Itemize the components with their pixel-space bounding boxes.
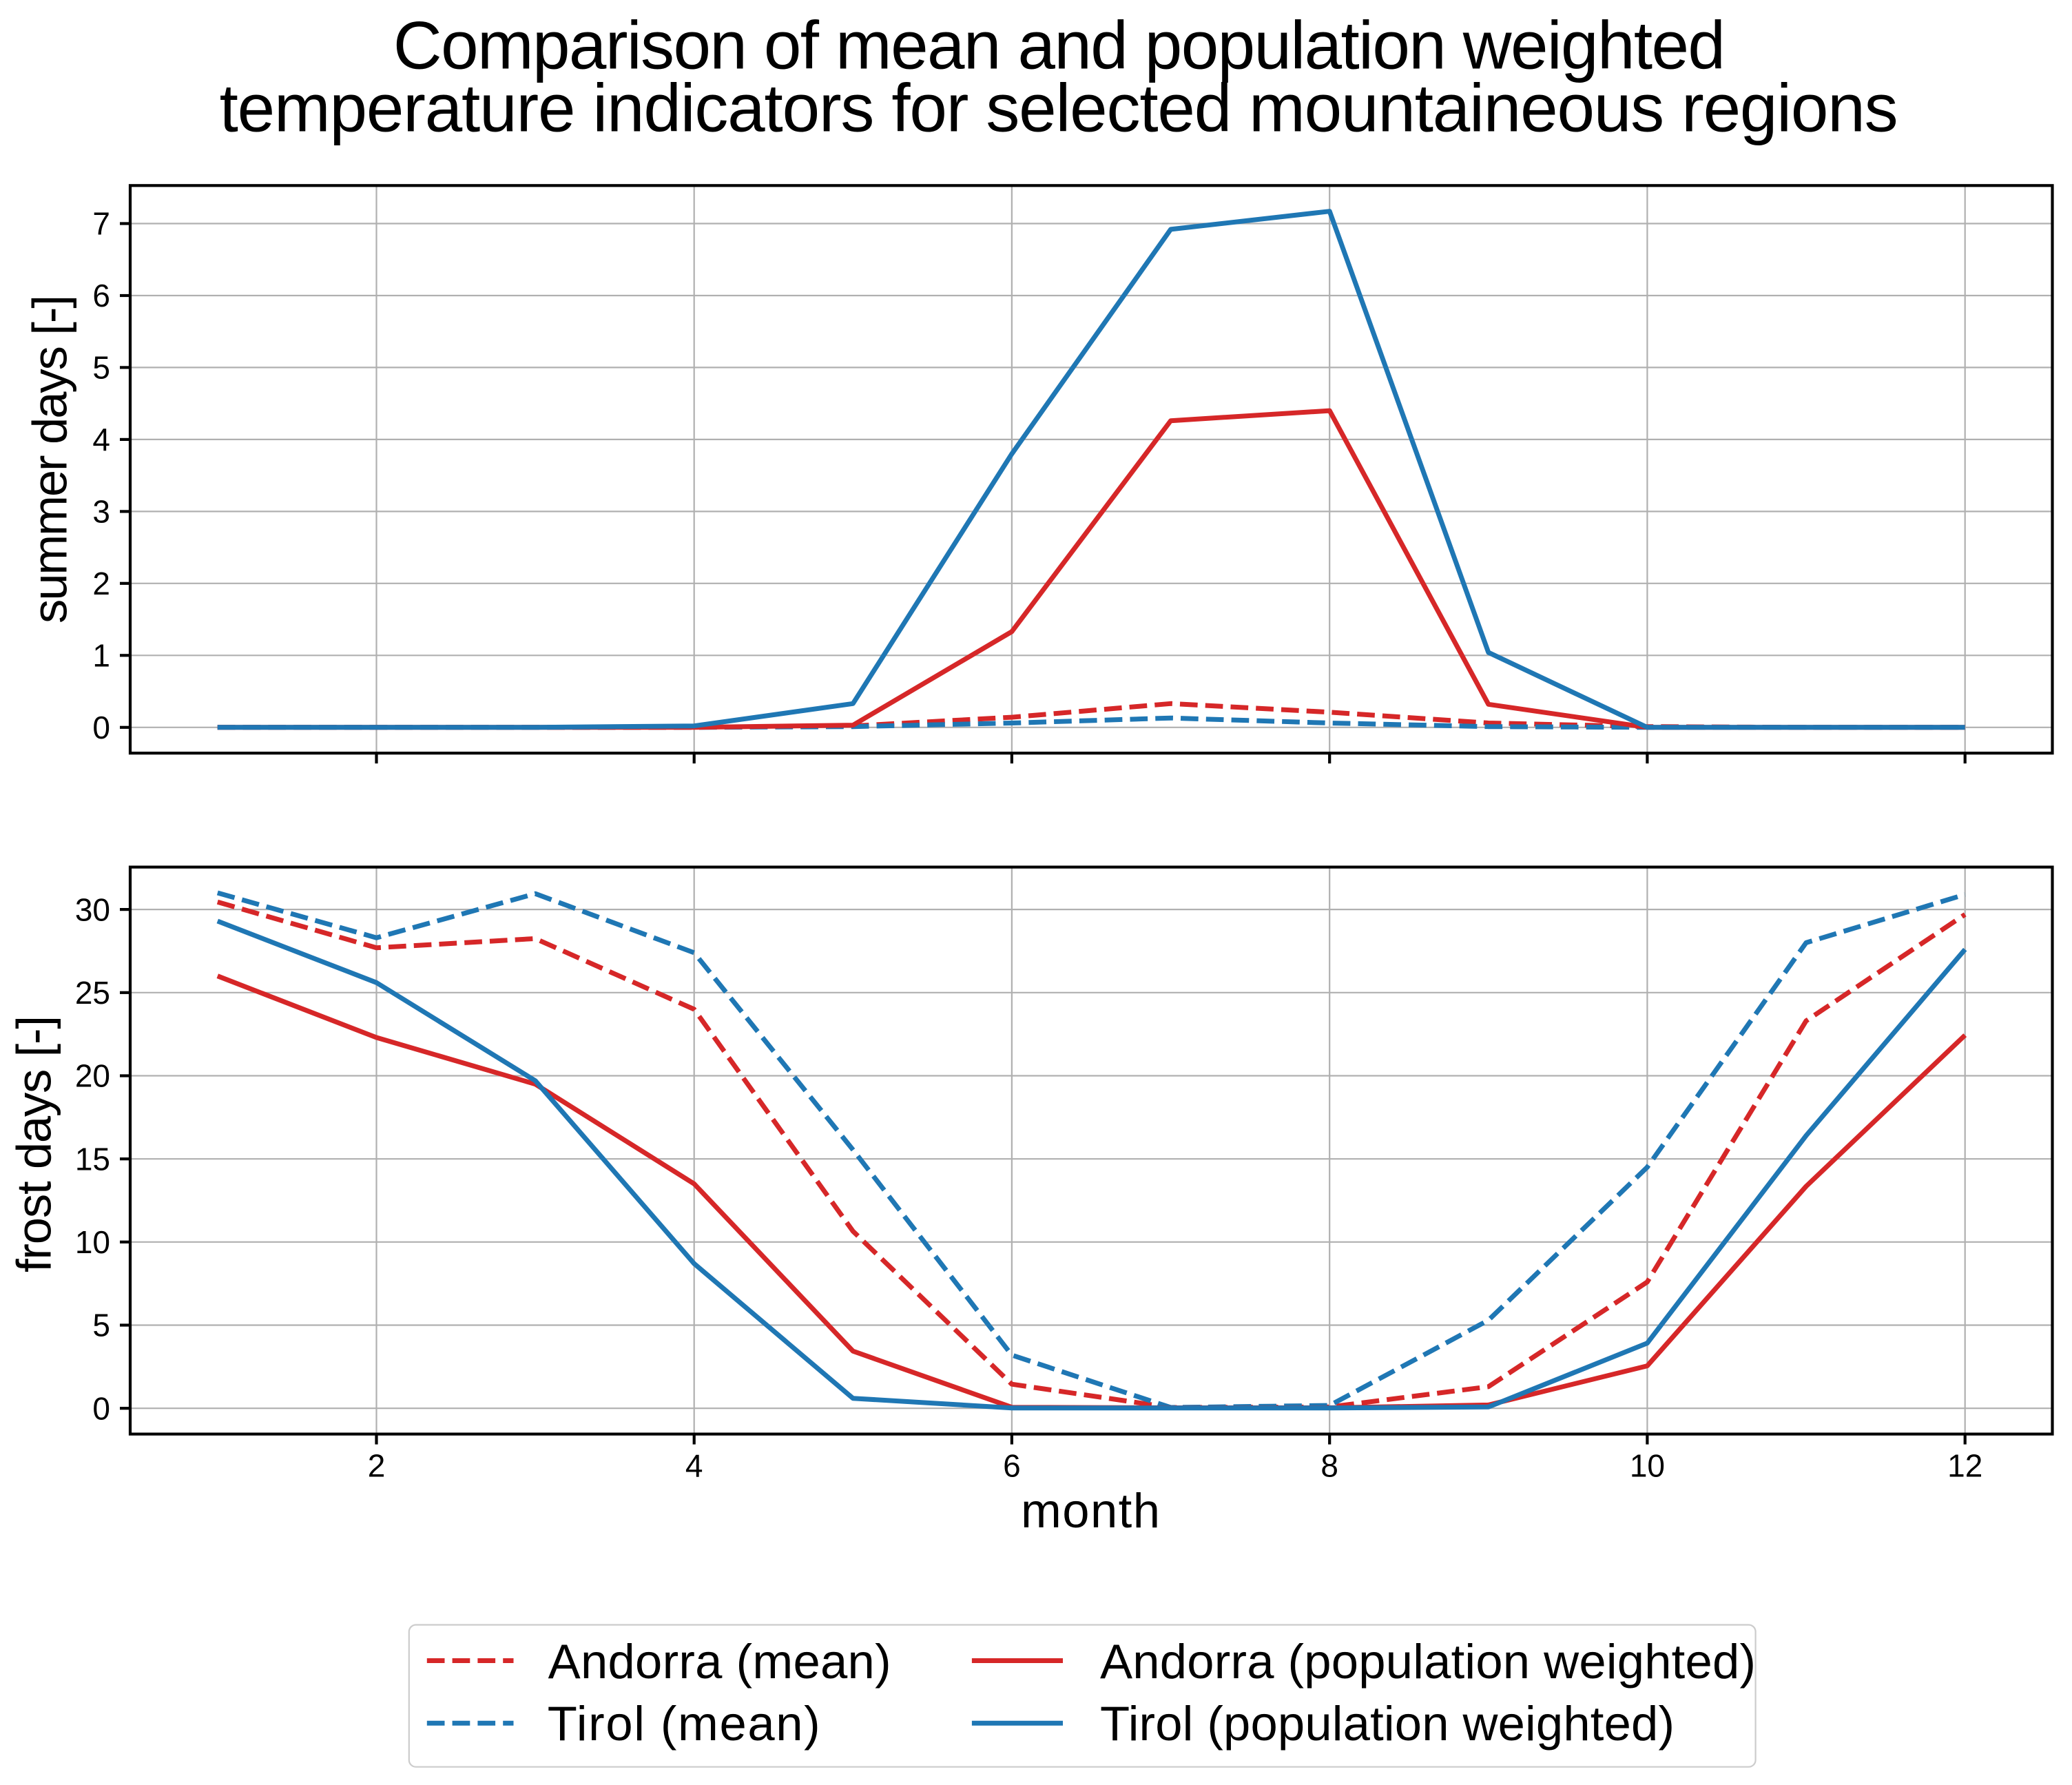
svg-text:0: 0 <box>92 1390 110 1426</box>
svg-text:4: 4 <box>685 1447 703 1483</box>
svg-text:0: 0 <box>92 710 110 745</box>
svg-text:temperature indicators for sel: temperature indicators for selected moun… <box>220 70 1898 145</box>
svg-text:2: 2 <box>92 566 110 601</box>
svg-text:Andorra (population weighted): Andorra (population weighted) <box>1100 1634 1756 1689</box>
svg-text:15: 15 <box>75 1141 110 1177</box>
svg-text:frost days [-]: frost days [-] <box>7 1015 61 1272</box>
svg-text:10: 10 <box>1630 1447 1665 1483</box>
svg-text:6: 6 <box>92 278 110 313</box>
svg-text:25: 25 <box>75 975 110 1011</box>
svg-text:7: 7 <box>92 206 110 242</box>
svg-text:4: 4 <box>92 422 110 457</box>
svg-text:Tirol (population weighted): Tirol (population weighted) <box>1100 1696 1675 1751</box>
svg-text:8: 8 <box>1320 1447 1338 1483</box>
svg-text:3: 3 <box>92 494 110 530</box>
svg-text:1: 1 <box>92 638 110 674</box>
svg-text:Andorra (mean): Andorra (mean) <box>548 1634 891 1689</box>
svg-text:30: 30 <box>75 891 110 927</box>
svg-text:summer days [-]: summer days [-] <box>23 295 77 623</box>
svg-text:10: 10 <box>75 1224 110 1260</box>
svg-text:month: month <box>1021 1483 1160 1538</box>
svg-text:6: 6 <box>1003 1447 1021 1483</box>
svg-text:2: 2 <box>368 1447 386 1483</box>
svg-text:12: 12 <box>1947 1447 1982 1483</box>
svg-text:5: 5 <box>92 350 110 386</box>
svg-text:20: 20 <box>75 1058 110 1094</box>
svg-text:5: 5 <box>92 1308 110 1343</box>
svg-text:Comparison of mean and populat: Comparison of mean and population weight… <box>393 8 1726 83</box>
svg-text:Tirol (mean): Tirol (mean) <box>548 1696 820 1751</box>
